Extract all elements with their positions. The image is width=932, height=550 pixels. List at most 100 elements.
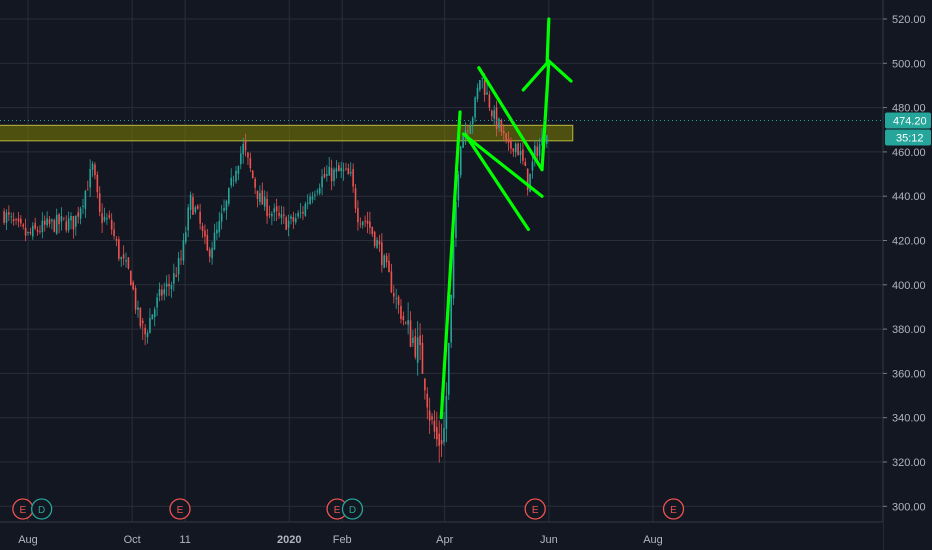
candle-body <box>357 208 359 223</box>
price-label-group: 474.20 35:12 <box>885 112 931 146</box>
candle-body <box>347 168 350 175</box>
candle-body <box>75 215 77 227</box>
candle-body <box>39 231 41 233</box>
candle-body <box>182 240 185 261</box>
event-circle <box>524 498 546 520</box>
candle-body <box>402 315 405 320</box>
candle-body <box>127 257 130 269</box>
time-tick-label: Feb <box>333 534 352 546</box>
candle-body <box>158 289 161 296</box>
candle-body <box>392 292 395 297</box>
candle-body <box>36 229 39 232</box>
candle-body <box>271 213 273 217</box>
candle-body <box>259 193 261 203</box>
resistance-zone <box>0 124 574 142</box>
candle-body <box>235 170 237 182</box>
trend-line <box>521 59 551 92</box>
candle-body <box>545 135 548 144</box>
candle-body <box>519 151 522 155</box>
event-circle <box>662 498 685 520</box>
price-label: 474.20 <box>893 115 927 127</box>
candle-body <box>306 202 309 204</box>
candle-body <box>412 337 414 344</box>
candle-body <box>524 161 527 166</box>
candle-body <box>34 222 36 229</box>
candle-body <box>151 314 154 320</box>
candle-body <box>96 174 99 193</box>
candle-body <box>507 139 510 143</box>
candle-body <box>70 216 72 221</box>
candle-body <box>455 201 457 238</box>
candle-body <box>479 80 481 90</box>
candle-body <box>94 164 96 176</box>
candle-body <box>17 218 20 222</box>
candle-body <box>206 234 209 251</box>
candle-body <box>285 217 288 230</box>
candle-body <box>440 440 443 445</box>
dividend-marker[interactable]: D <box>341 498 364 520</box>
candle-body <box>297 212 299 217</box>
dividend-marker[interactable]: D <box>31 498 53 520</box>
candle-body <box>283 214 285 216</box>
countdown-label: 35:12 <box>896 132 924 144</box>
candle-body <box>311 196 314 200</box>
candle-body <box>230 177 233 186</box>
candle-body <box>292 217 295 222</box>
candle-body <box>407 320 409 325</box>
candle-body <box>436 427 438 440</box>
candle-body <box>531 161 534 171</box>
candle-body <box>168 283 170 287</box>
candle-body <box>397 296 400 305</box>
price-axis[interactable]: 300.00 320.00 340.00 360.00 380.00 400.00 420.… <box>882 0 932 550</box>
candle-body <box>5 212 8 223</box>
candle-body <box>354 188 357 209</box>
candle-body <box>314 194 316 196</box>
candle-body <box>505 133 507 141</box>
candle-body <box>512 148 515 152</box>
candle-body <box>352 169 354 187</box>
candle-body <box>3 211 5 223</box>
candle-body <box>58 214 60 225</box>
candle-body <box>383 255 386 268</box>
earnings-marker[interactable]: E <box>12 498 34 520</box>
candle-body <box>328 166 331 176</box>
candle-body <box>216 229 218 234</box>
candle-body <box>43 220 46 225</box>
candle-body <box>335 168 338 172</box>
candle-body <box>60 216 63 222</box>
earnings-marker[interactable]: E <box>169 498 191 520</box>
candle-body <box>342 169 345 171</box>
candle-body <box>77 212 80 217</box>
earnings-marker[interactable]: E <box>524 498 546 520</box>
candle-body <box>149 318 151 333</box>
candle-body <box>103 216 106 221</box>
candle-body <box>452 240 455 299</box>
price-tick-label: 520.00 <box>892 14 926 26</box>
candle-body <box>514 143 517 153</box>
candle-body <box>118 239 120 259</box>
candle-body <box>55 214 58 234</box>
candle-body <box>517 143 519 156</box>
event-label: E <box>177 505 184 516</box>
candle-body <box>469 125 472 134</box>
candle-body <box>130 271 132 286</box>
candle-body <box>175 274 178 277</box>
trend-line <box>545 17 551 63</box>
earnings-marker[interactable]: E <box>662 498 685 520</box>
candle-body <box>218 221 221 233</box>
candle-body <box>208 249 211 257</box>
candle-body <box>371 227 374 235</box>
candle-body <box>10 216 13 218</box>
candle-body <box>213 232 216 250</box>
candle-body <box>340 167 342 172</box>
candle-body <box>474 97 476 118</box>
trend-line <box>463 132 530 232</box>
candle-body <box>486 92 488 95</box>
time-axis[interactable]: Aug Oct 11 2020 Feb Apr Jun Aug <box>0 521 883 550</box>
candle-body <box>287 220 290 228</box>
candle-body <box>483 80 486 95</box>
time-tick-label: 11 <box>179 534 190 546</box>
